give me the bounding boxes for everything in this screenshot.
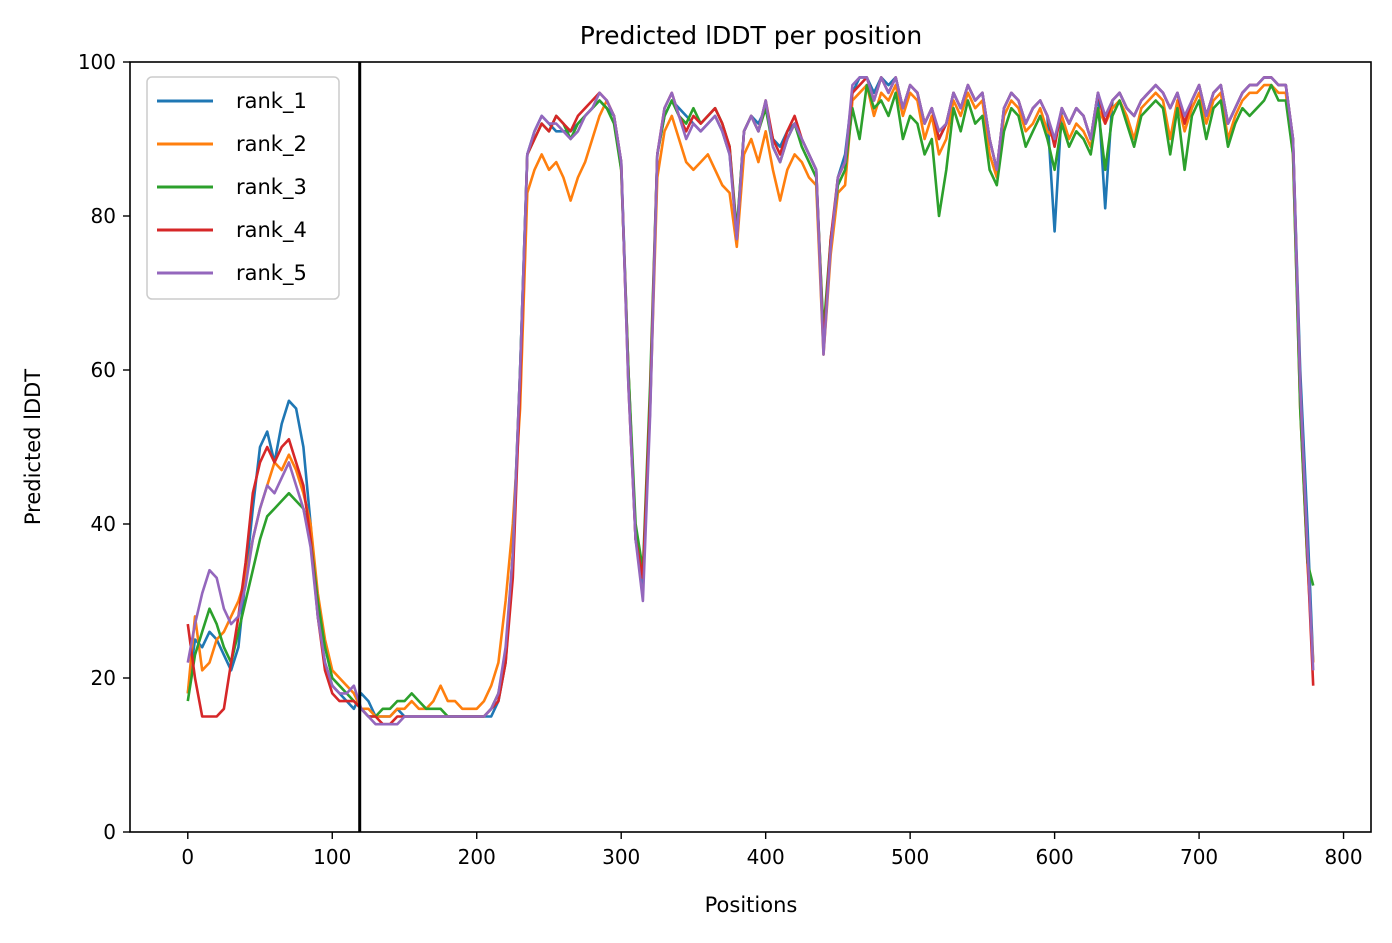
plot-frame bbox=[129, 61, 1372, 833]
x-tick-label: 300 bbox=[602, 845, 640, 869]
series-layer bbox=[186, 76, 1315, 726]
x-tick-label: 600 bbox=[1036, 845, 1074, 869]
chart-title: Predicted lDDT per position bbox=[580, 21, 922, 50]
x-tick-label: 100 bbox=[313, 845, 351, 869]
y-tick-label: 20 bbox=[91, 666, 116, 690]
x-tick-label: 200 bbox=[458, 845, 496, 869]
y-tick-label: 80 bbox=[91, 204, 116, 228]
legend-label-rank-3: rank_3 bbox=[236, 175, 307, 200]
legend: rank_1 rank_2 rank_3 rank_4 rank_5 bbox=[146, 76, 340, 300]
x-tick-label: 700 bbox=[1180, 845, 1218, 869]
series-line-rank-5 bbox=[186, 76, 1315, 726]
x-axis-ticks: 0 100 200 300 400 500 600 700 800 bbox=[181, 832, 1363, 869]
y-axis-label: Predicted lDDT bbox=[21, 369, 45, 525]
y-tick-label: 0 bbox=[103, 820, 116, 844]
x-tick-label: 0 bbox=[181, 845, 194, 869]
y-tick-label: 60 bbox=[91, 358, 116, 382]
y-tick-label: 40 bbox=[91, 512, 116, 536]
x-axis-label: Positions bbox=[705, 893, 798, 917]
legend-label-rank-1: rank_1 bbox=[236, 89, 307, 114]
legend-box bbox=[146, 76, 340, 300]
x-tick-label: 800 bbox=[1324, 845, 1362, 869]
x-tick-label: 500 bbox=[891, 845, 929, 869]
y-axis-ticks: 0 20 40 60 80 100 bbox=[78, 50, 130, 844]
y-tick-label: 100 bbox=[78, 50, 116, 74]
legend-label-rank-4: rank_4 bbox=[236, 218, 307, 243]
legend-label-rank-2: rank_2 bbox=[236, 132, 307, 157]
x-tick-label: 400 bbox=[747, 845, 785, 869]
legend-label-rank-5: rank_5 bbox=[236, 261, 307, 286]
